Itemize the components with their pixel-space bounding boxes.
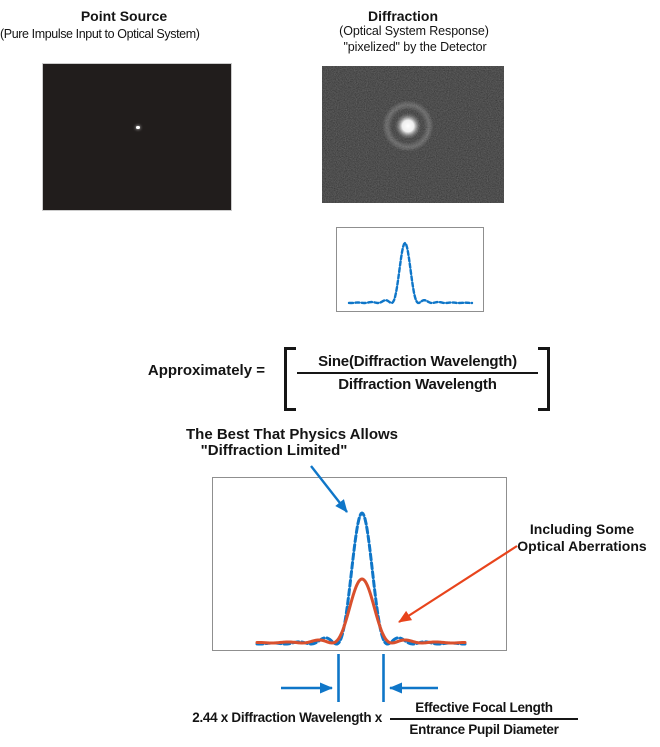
aberrations-caption-line2: Optical Aberrations xyxy=(517,538,647,554)
formula-prefix: 2.44 x Diffraction Wavelength x xyxy=(192,710,382,725)
sinc-fraction-numerator: Sine(Diffraction Wavelength) xyxy=(297,353,538,375)
formula-numerator: Effective Focal Length xyxy=(390,700,578,721)
sinc-fraction: Sine(Diffraction Wavelength) Diffraction… xyxy=(297,353,538,394)
detector-image xyxy=(322,66,504,203)
point-source-subtitle: (Pure Impulse Input to Optical System) xyxy=(0,27,200,41)
airy-core xyxy=(395,113,421,139)
psf-comparison-plot-box xyxy=(212,477,507,651)
approximately-label: Approximately = xyxy=(147,362,265,379)
diffraction-limited-caption-line1: The Best That Physics Allows xyxy=(186,426,398,443)
formula-fraction: Effective Focal Length Entrance Pupil Di… xyxy=(390,700,578,738)
diffraction-limited-caption-line2: "Diffraction Limited" xyxy=(200,442,348,459)
psf-comparison-plot xyxy=(255,511,467,646)
right-bracket xyxy=(538,347,550,411)
aberrated-curve xyxy=(255,577,467,645)
formula-denominator: Entrance Pupil Diameter xyxy=(409,722,559,738)
profile-plot-box xyxy=(336,227,484,312)
profile-curve xyxy=(347,241,474,305)
point-source-dot xyxy=(136,126,140,129)
point-source-title: Point Source xyxy=(80,8,168,24)
aberrations-caption: Including Some Optical Aberrations xyxy=(468,521,660,555)
profile-plot xyxy=(347,241,474,305)
aberrations-caption-line1: Including Some xyxy=(529,521,635,537)
diffraction-title: Diffraction xyxy=(368,8,438,24)
sinc-fraction-denominator: Diffraction Wavelength xyxy=(338,376,497,394)
diffraction-subtitle-2: "pixelized" by the Detector xyxy=(343,40,487,54)
left-bracket xyxy=(284,347,296,411)
diffraction-subtitle-1: (Optical System Response) xyxy=(339,24,489,38)
point-source-image xyxy=(42,63,232,211)
